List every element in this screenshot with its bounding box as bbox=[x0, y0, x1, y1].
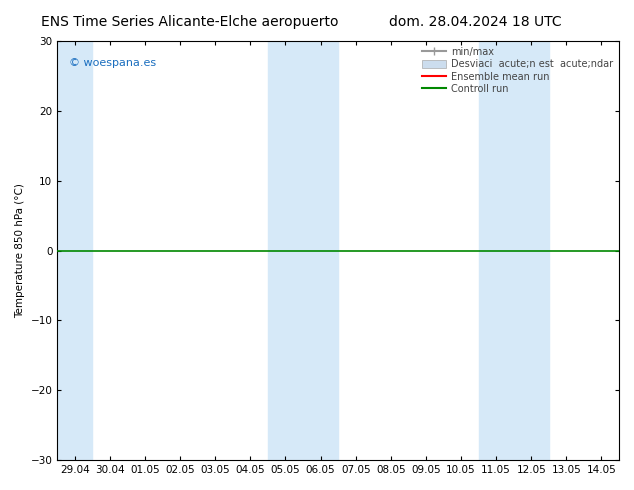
Legend: min/max, Desviaci  acute;n est  acute;ndar, Ensemble mean run, Controll run: min/max, Desviaci acute;n est acute;ndar… bbox=[418, 43, 617, 98]
Y-axis label: Temperature 850 hPa (°C): Temperature 850 hPa (°C) bbox=[15, 183, 25, 318]
Bar bbox=[479, 41, 549, 460]
Text: ENS Time Series Alicante-Elche aeropuerto: ENS Time Series Alicante-Elche aeropuert… bbox=[41, 15, 339, 29]
Text: dom. 28.04.2024 18 UTC: dom. 28.04.2024 18 UTC bbox=[389, 15, 562, 29]
Bar bbox=[57, 41, 93, 460]
Text: © woespana.es: © woespana.es bbox=[68, 58, 156, 68]
Bar bbox=[268, 41, 338, 460]
